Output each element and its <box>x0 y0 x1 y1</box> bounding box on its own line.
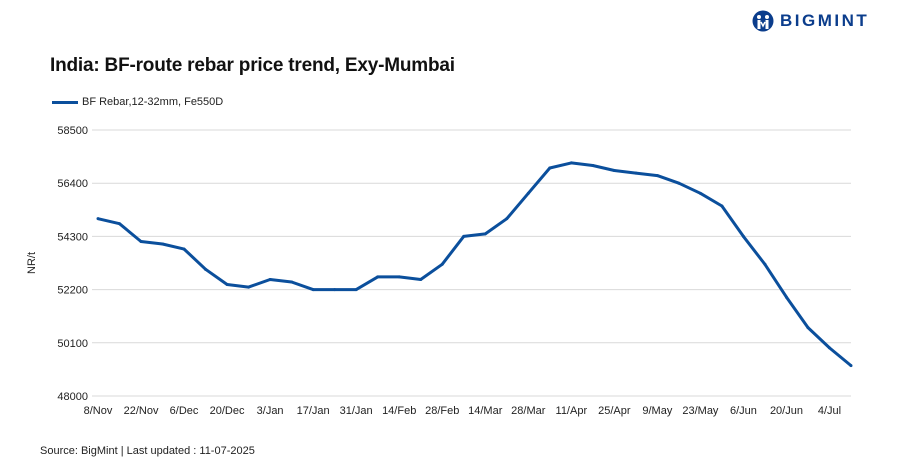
data-point <box>612 169 616 173</box>
data-point <box>827 346 831 350</box>
data-point <box>548 166 552 170</box>
x-tick-label: 6/Dec <box>170 405 199 417</box>
data-point <box>225 283 229 287</box>
data-point <box>161 242 165 246</box>
y-tick-label: 52200 <box>57 285 88 297</box>
data-point <box>462 234 466 238</box>
data-point <box>247 285 251 289</box>
data-point <box>634 171 638 175</box>
x-tick-label: 17/Jan <box>297 405 330 417</box>
series-line-bf-rebar <box>97 161 852 367</box>
data-point <box>483 232 487 236</box>
y-tick-label: 54300 <box>57 231 88 243</box>
data-point <box>139 239 143 243</box>
x-tick-label: 9/May <box>642 405 672 417</box>
x-tick-label: 6/Jun <box>730 405 757 417</box>
bigmint-logo-text: BIGMINT <box>780 11 870 30</box>
x-tick-label: 25/Apr <box>598 405 631 417</box>
data-point <box>720 204 724 208</box>
x-tick-label: 31/Jan <box>340 405 373 417</box>
x-tick-label: 4/Jul <box>818 405 841 417</box>
x-tick-label: 23/May <box>682 405 719 417</box>
data-point <box>397 275 401 279</box>
data-point <box>354 288 358 292</box>
y-tick-label: 48000 <box>57 391 88 403</box>
x-tick-label: 28/Feb <box>425 405 459 417</box>
bigmint-logo: BIGMINT <box>752 10 869 32</box>
y-axis-label: NR/t <box>26 252 38 274</box>
y-tick-label: 56400 <box>57 178 88 190</box>
data-point <box>698 191 702 195</box>
x-tick-label: 14/Feb <box>382 405 416 417</box>
x-tick-label: 28/Mar <box>511 405 546 417</box>
data-point <box>741 234 745 238</box>
source-note: Source: BigMint | Last updated : 11-07-2… <box>40 445 255 457</box>
x-tick-label: 11/Apr <box>556 405 588 417</box>
data-point <box>505 217 509 221</box>
data-point <box>763 262 767 266</box>
legend: BF Rebar,12-32mm, Fe550D <box>52 96 223 108</box>
x-tick-label: 20/Jun <box>770 405 803 417</box>
data-point <box>333 288 337 292</box>
data-point <box>784 295 788 299</box>
data-point <box>204 267 208 271</box>
data-point <box>569 161 573 165</box>
data-point <box>677 181 681 185</box>
data-point <box>440 262 444 266</box>
x-tick-label: 20/Dec <box>210 405 245 417</box>
data-point <box>290 280 294 284</box>
chart-title: India: BF-route rebar price trend, Exy-M… <box>50 55 455 76</box>
data-point <box>182 247 186 251</box>
data-point <box>311 288 315 292</box>
data-point <box>526 191 530 195</box>
data-point <box>419 277 423 281</box>
x-tick-label: 22/Nov <box>124 405 159 417</box>
x-tick-label: 14/Mar <box>468 405 503 417</box>
legend-swatch <box>52 100 78 104</box>
data-point <box>849 364 853 368</box>
data-point <box>118 222 122 226</box>
legend-label: BF Rebar,12-32mm, Fe550D <box>82 96 224 108</box>
data-point <box>806 326 810 330</box>
data-point <box>591 163 595 167</box>
data-point <box>655 174 659 178</box>
bigmint-logo-icon <box>752 10 774 32</box>
y-tick-label: 50100 <box>57 338 88 350</box>
x-tick-label: 3/Jan <box>257 405 284 417</box>
x-tick-label: 8/Nov <box>84 405 113 417</box>
data-point <box>376 275 380 279</box>
y-tick-label: 58500 <box>57 125 88 137</box>
data-point <box>96 217 100 221</box>
data-point <box>268 277 272 281</box>
